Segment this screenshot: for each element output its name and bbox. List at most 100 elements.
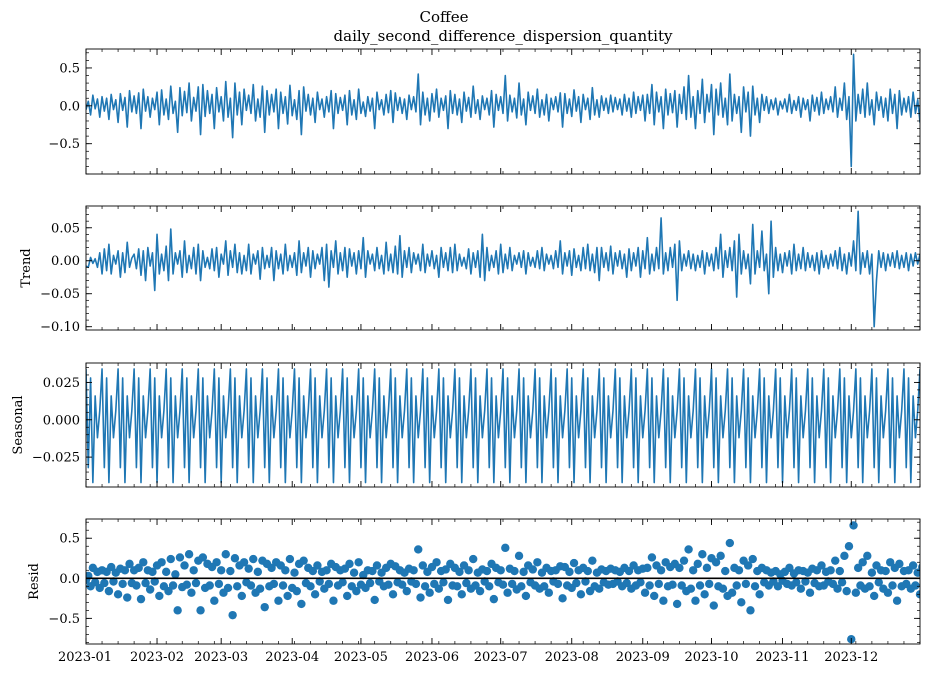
resid-point [773,582,783,591]
resid-point [267,563,276,573]
x-tick-label: 2023-05 [334,650,388,665]
resid-point [654,579,663,589]
resid-point [908,561,918,570]
resid-point [228,610,237,620]
resid-point [120,566,130,575]
resid-point [292,586,301,596]
resid-point [148,567,157,577]
resid-point [418,561,428,570]
resid-point [835,566,845,576]
resid-point [230,554,240,563]
figure-subtitle: daily_second_difference_dispersion_quant… [334,27,673,45]
resid-point [540,582,549,591]
resid-point [485,582,494,591]
resid-point [297,599,306,609]
resid-point [285,554,295,564]
resid-point [141,578,150,588]
resid-point [187,588,196,597]
resid-point [705,579,714,589]
resid-point [583,566,592,576]
resid-point [844,542,854,551]
resid-point [90,578,100,587]
resid-point [858,558,867,567]
resid-point [755,590,764,599]
x-tick-label: 2023-07 [474,650,528,665]
resid-point [521,591,531,601]
x-tick-label: 2023-11 [756,650,810,665]
resid-point [913,568,920,577]
resid-point [175,553,185,562]
resid-point [253,567,263,577]
y-tick-label: 0.00 [51,254,80,269]
resid-point [322,566,331,575]
resid-point [888,581,897,590]
resid-point [746,606,755,615]
resid-point [727,588,737,597]
resid-point [397,580,407,589]
resid-point [352,586,361,596]
seasonal-panel: 0.025 0.000 −0.025 Seasonal [11,362,921,488]
observed-data [86,53,920,168]
resid-point [741,579,751,589]
resid-point [409,566,418,575]
resid-point [565,567,574,577]
resid-point [269,579,279,589]
resid-point [455,567,464,577]
resid-point [748,554,757,564]
resid-point [136,594,146,604]
resid-point [173,606,182,615]
resid-point [139,558,148,567]
resid-point [315,577,324,586]
resid-point [645,581,654,590]
resid-point [581,577,590,586]
resid-point [233,582,242,591]
y-tick-label: 0.5 [59,61,80,76]
resid-point [166,554,175,564]
resid-point [113,590,123,599]
resid-point [237,591,246,601]
resid-point [260,602,269,612]
resid-point [425,588,434,597]
x-tick-label: 2023-01 [58,650,112,665]
resid-point [881,566,890,576]
resid-point [388,590,398,599]
resid-point [711,558,721,567]
resid-point [668,580,677,589]
resid-point [895,559,904,569]
y-tick-label: −0.5 [48,612,80,627]
resid-point [833,584,842,593]
resid-point [831,556,840,565]
resid-point [925,581,930,589]
x-axis-labels: 2023-01 2023-02 2023-03 2023-04 2023-05 2023-… [58,650,878,665]
resid-point [205,581,214,590]
resid-point [920,578,928,586]
resid-point [572,578,581,588]
resid-point [283,591,292,601]
resid-point [528,565,537,574]
x-tick-label: 2023-10 [684,650,738,665]
resid-point [104,586,114,596]
resid-point [439,578,448,587]
trend-series-line [86,210,920,328]
resid-point [370,595,379,605]
resid-point [734,566,744,575]
resid-point [840,551,849,561]
resid-point [553,579,563,589]
resid-point [716,551,725,561]
resid-point [223,583,233,593]
x-tick-label: 2023-06 [405,650,459,665]
resid-point [278,581,288,590]
y-tick-label: 0.025 [43,376,80,391]
trend-panel: 0.05 0.00 −0.05 −0.10 Trend [19,205,921,335]
resid-point [569,558,579,568]
resid-point [313,561,322,570]
y-tick-label: 0.05 [51,221,80,236]
resid-point [507,579,517,589]
resid-data [86,521,930,644]
resid-point [299,556,308,565]
resid-point [519,567,528,577]
resid-point [796,584,806,593]
resid-point [849,521,858,530]
resid-point [911,581,920,590]
